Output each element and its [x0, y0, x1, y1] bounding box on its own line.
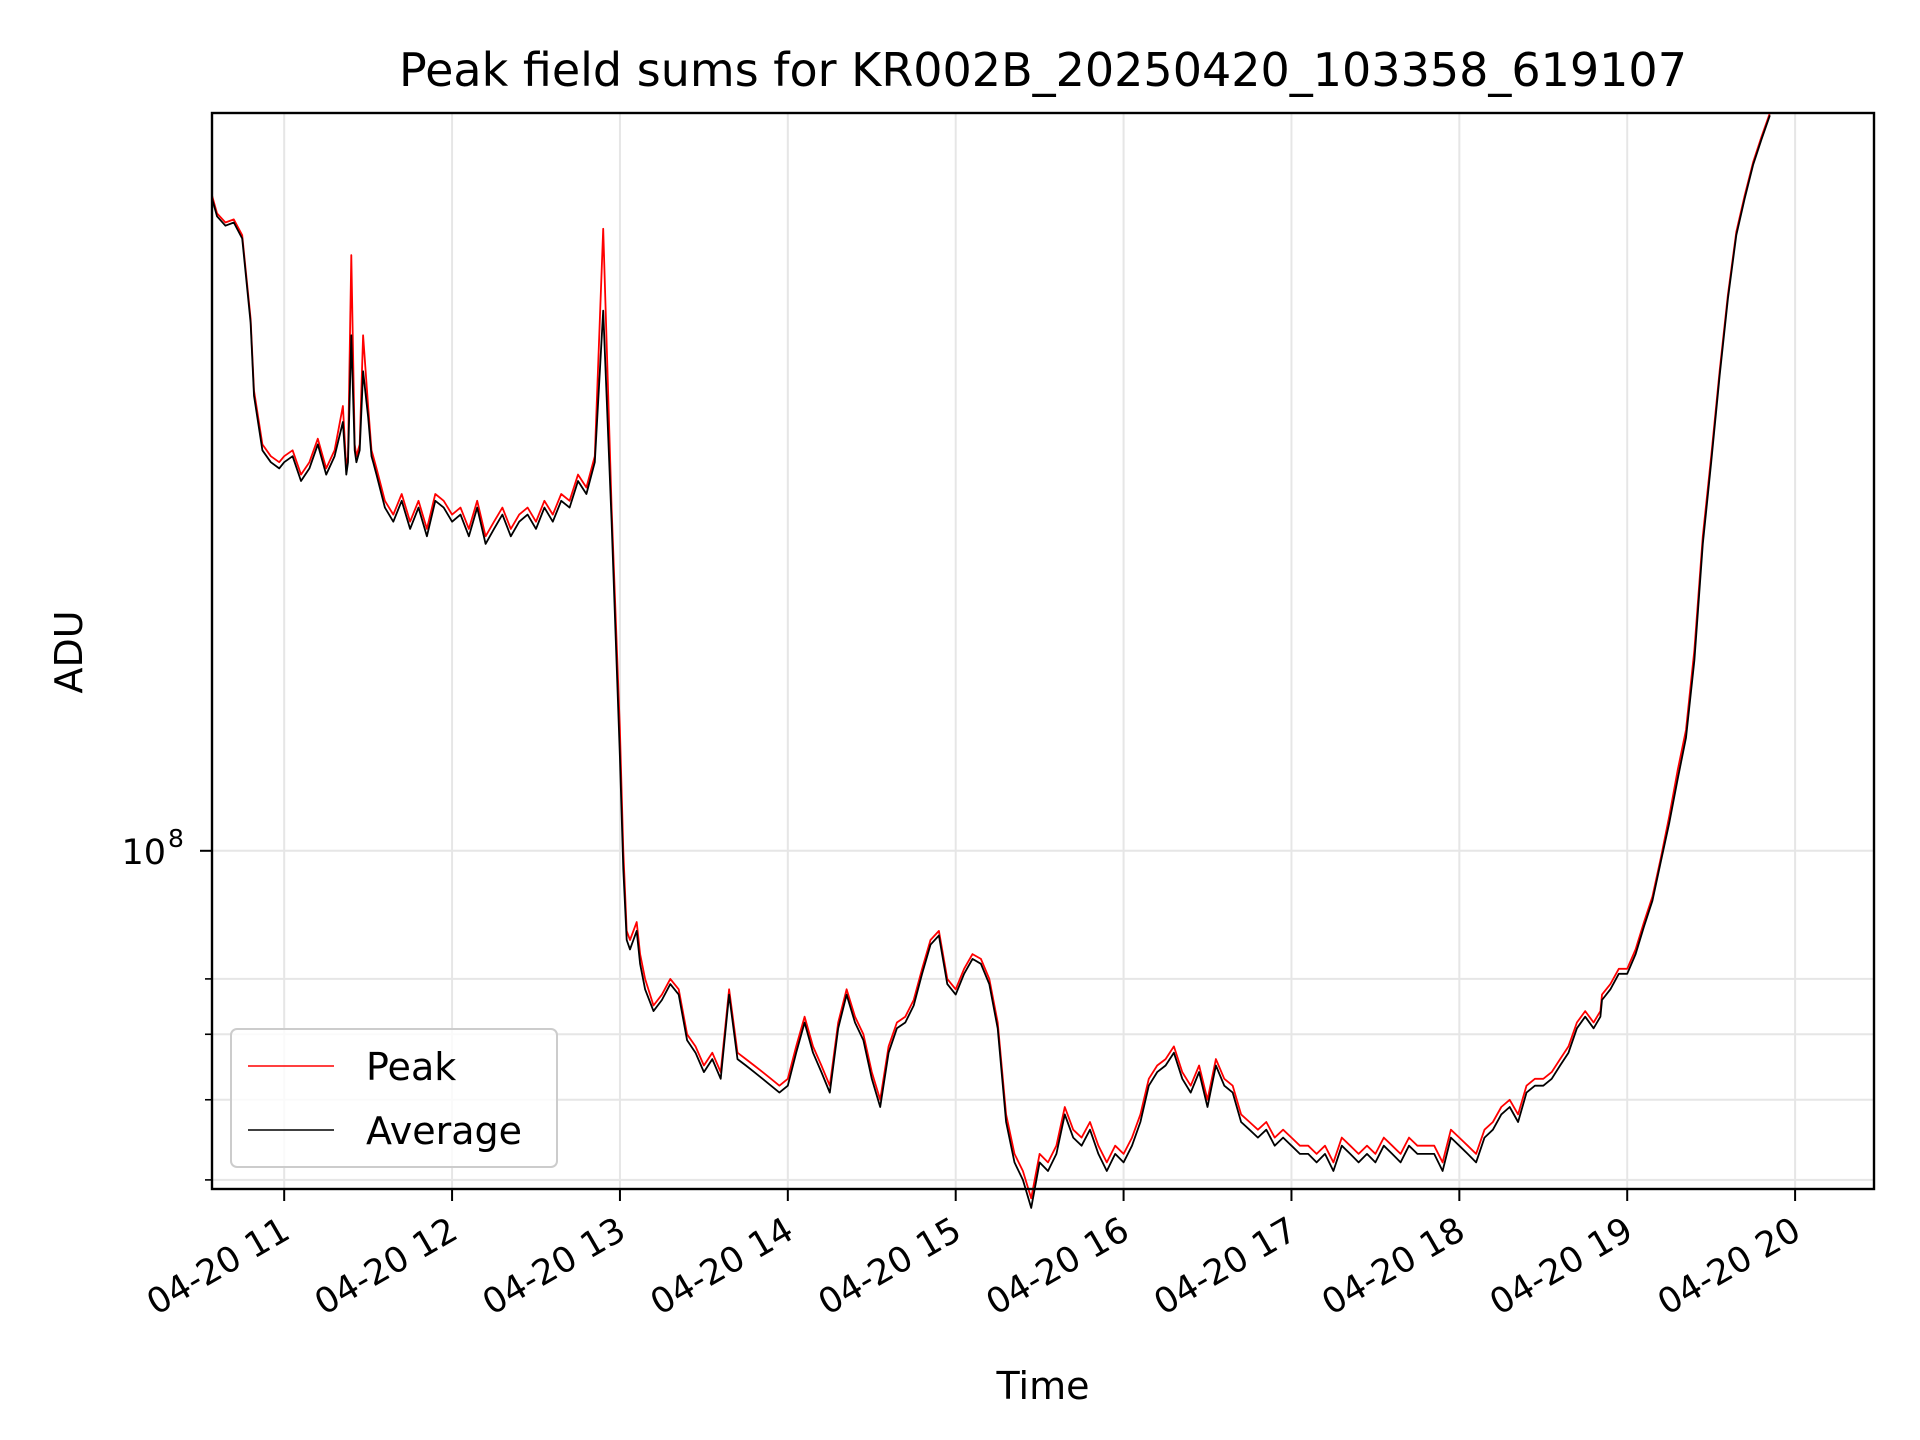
plot-series: [211, 112, 1771, 1209]
legend-frame: [230, 1028, 558, 1168]
y-axis-label: ADU: [47, 610, 91, 693]
legend-peak-label: Peak: [366, 1045, 456, 1089]
legend: Peak Average: [230, 1028, 558, 1168]
plot-frame: [210, 111, 1876, 1191]
x-axis-label: Time: [996, 1364, 1090, 1408]
y-axis-ticks: 10 8: [121, 824, 212, 1181]
legend-average-label: Average: [366, 1109, 522, 1153]
y-tick-label: 10: [121, 833, 166, 873]
series-line-average: [211, 115, 1771, 1209]
y-tick-exponent: 8: [168, 824, 184, 853]
chart-title: Peak field sums for KR002B_20250420_1033…: [399, 43, 1687, 97]
